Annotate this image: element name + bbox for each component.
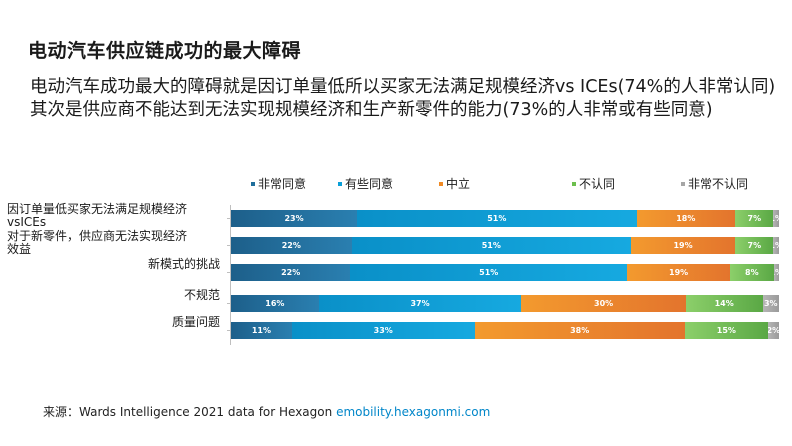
- bar-segment: 51%: [350, 264, 628, 281]
- legend-swatch: [251, 182, 255, 186]
- bar-segment: 18%: [636, 210, 736, 227]
- bar-segment: 22%: [231, 237, 352, 254]
- source-text: 来源：Wards Intelligence 2021 data for Hexa…: [43, 405, 333, 419]
- bar-row: 11% 33% 38% 15% 2%: [231, 322, 779, 339]
- data-label: 37%: [410, 299, 430, 308]
- data-label: 51%: [481, 241, 501, 250]
- y-axis-line: [230, 205, 231, 345]
- data-label: 14%: [714, 299, 734, 308]
- bar-segment: 51%: [357, 210, 637, 227]
- legend-swatch: [338, 182, 342, 186]
- data-label: 1%: [774, 268, 779, 277]
- data-label: 7%: [747, 241, 762, 250]
- category-label: 因订单量低买家无法满足规模经济 vsICEs: [7, 203, 222, 229]
- legend-item-5: 非常不认同: [681, 177, 748, 191]
- bar-segment: 19%: [627, 264, 731, 281]
- axis-tick: [227, 303, 231, 304]
- data-label: 15%: [716, 326, 736, 335]
- chart-subtitle: 电动汽车成功最大的障碍就是因订单量低所以买家无法满足规模经济vs ICEs(74…: [30, 77, 776, 120]
- bar-segment: 15%: [684, 322, 768, 339]
- data-label: 22%: [281, 241, 301, 250]
- axis-tick: [227, 218, 231, 219]
- data-label: 33%: [373, 326, 393, 335]
- data-label: 38%: [570, 326, 590, 335]
- bar-segment: 14%: [685, 295, 763, 312]
- bar-segment: 38%: [474, 322, 685, 339]
- category-label-line: vsICEs: [7, 215, 47, 229]
- legend-label: 不认同: [579, 177, 616, 191]
- data-label: 8%: [745, 268, 759, 277]
- data-label: 2%: [767, 326, 779, 335]
- legend-item-4: 不认同: [572, 177, 615, 191]
- data-label: 16%: [265, 299, 285, 308]
- data-label: 11%: [251, 326, 272, 335]
- bar-row: 22% 51% 19% 7% 1%: [231, 237, 779, 254]
- bar-segment: 19%: [631, 237, 736, 254]
- bar-segment: 16%: [231, 295, 319, 312]
- axis-tick: [227, 245, 231, 246]
- legend-label: 非常不认同: [688, 177, 749, 191]
- data-label: 1%: [773, 241, 778, 250]
- category-label-line: 对于新零件，供应商无法实现经济: [7, 229, 188, 243]
- legend-swatch: [681, 182, 685, 186]
- bar-segment: 22%: [231, 264, 351, 281]
- data-label: 22%: [281, 268, 301, 277]
- bar-segment: 3%: [762, 295, 779, 312]
- bar-row: 22% 51% 19% 8% 1%: [231, 264, 779, 281]
- bar-segment: 11%: [231, 322, 292, 339]
- legend-item-3: 中立: [439, 177, 470, 191]
- category-label: 对于新零件，供应商无法实现经济 效益: [7, 230, 222, 256]
- legend-swatch: [572, 182, 576, 186]
- category-label-line: 效益: [7, 242, 32, 256]
- axis-tick: [227, 272, 231, 273]
- legend-item-1: 非常同意: [251, 177, 306, 191]
- bar-segment: 33%: [291, 322, 475, 339]
- bar-segment: 1%: [773, 237, 779, 254]
- data-label: 51%: [479, 268, 499, 277]
- category-label-line: 因订单量低买家无法满足规模经济: [7, 202, 188, 216]
- bar-segment: 37%: [318, 295, 522, 312]
- data-label: 3%: [763, 299, 778, 308]
- data-label: 30%: [594, 299, 614, 308]
- source-link[interactable]: emobility.hexagonmi.com: [336, 405, 491, 419]
- bar-segment: 7%: [735, 237, 774, 254]
- axis-tick: [227, 330, 231, 331]
- bar-segment: 51%: [351, 237, 632, 254]
- bar-segment: 7%: [735, 210, 774, 227]
- data-label: 23%: [284, 214, 304, 223]
- data-label: 19%: [673, 241, 693, 250]
- source-footer: 来源：Wards Intelligence 2021 data for Hexa…: [43, 403, 490, 420]
- bar-segment: 30%: [521, 295, 686, 312]
- bar-row: 16% 37% 30% 14% 3%: [231, 295, 779, 312]
- bar-segment: 1%: [773, 210, 779, 227]
- legend-label: 非常同意: [258, 177, 307, 191]
- legend-label: 中立: [446, 177, 471, 191]
- category-label: 不规范: [183, 288, 220, 302]
- category-label: 质量问题: [171, 315, 220, 329]
- bar-segment: 1%: [773, 264, 779, 281]
- data-label: 51%: [487, 214, 507, 223]
- legend-label: 有些同意: [345, 177, 394, 191]
- legend-swatch: [439, 182, 443, 186]
- legend-item-2: 有些同意: [338, 177, 393, 191]
- data-label: 1%: [773, 214, 778, 223]
- chart-title: 电动汽车供应链成功的最大障碍: [28, 40, 302, 62]
- data-label: 7%: [747, 214, 762, 223]
- category-label: 新模式的挑战: [147, 257, 220, 271]
- bar-row: 23% 51% 18% 7% 1%: [231, 210, 779, 227]
- bar-segment: 2%: [767, 322, 779, 339]
- bar-segment: 23%: [231, 210, 358, 227]
- data-label: 19%: [669, 268, 689, 277]
- data-label: 18%: [676, 214, 696, 223]
- bar-segment: 8%: [730, 264, 774, 281]
